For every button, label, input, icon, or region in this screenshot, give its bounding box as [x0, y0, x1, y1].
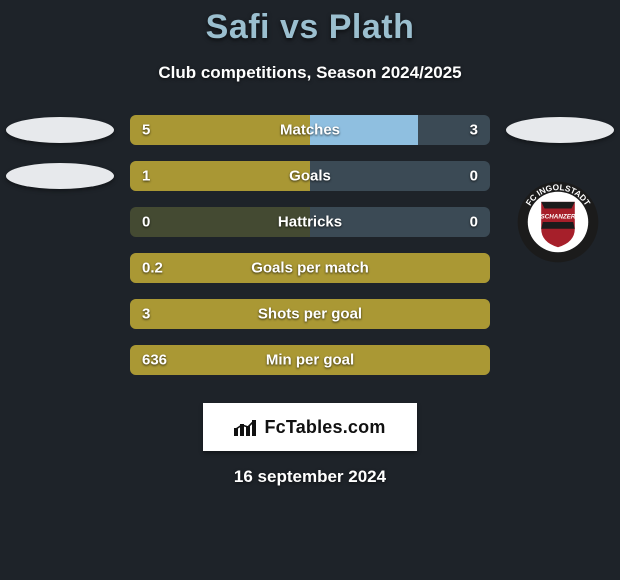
stat-value-right: 0: [470, 214, 478, 231]
stat-value-right: 0: [470, 168, 478, 185]
stat-row: FC INGOLSTADT04SCHANZER00Hattricks: [0, 199, 620, 245]
stat-row: 0.2 Goals per match: [0, 245, 620, 291]
left-team-oval: [6, 117, 114, 143]
stat-label: Goals per match: [251, 260, 369, 277]
stat-value-right: 3: [470, 122, 478, 139]
fctables-logo-text: FcTables.com: [264, 417, 385, 438]
stat-label: Min per goal: [266, 352, 354, 369]
stat-label: Matches: [280, 122, 340, 139]
stat-value-left: 5: [142, 122, 150, 139]
stat-value-left: 0: [142, 214, 150, 231]
stat-value-left: 636: [142, 352, 167, 369]
stat-label: Goals: [289, 168, 331, 185]
stat-bar: 5 3 Matches: [130, 115, 490, 145]
stat-value-left: 3: [142, 306, 150, 323]
stat-label: Hattricks: [278, 214, 342, 231]
left-team-oval: [6, 163, 114, 189]
comparison-card: Safi vs Plath Club competitions, Season …: [0, 0, 620, 487]
stat-value-left: 1: [142, 168, 150, 185]
stat-label: Shots per goal: [258, 306, 362, 323]
date-text: 16 september 2024: [0, 467, 620, 487]
stat-value-left: 0.2: [142, 260, 163, 277]
stats-rows: 53Matches10GoalsFC INGOLSTADT04SCHANZER0…: [0, 107, 620, 383]
stat-bar: 1 0 Goals: [130, 161, 490, 191]
stat-bar: 3 Shots per goal: [130, 299, 490, 329]
subtitle: Club competitions, Season 2024/2025: [0, 63, 620, 83]
stat-row: 5 3 Matches: [0, 107, 620, 153]
right-team-oval: [506, 117, 614, 143]
fctables-logo: FcTables.com: [203, 403, 417, 451]
page-title: Safi vs Plath: [0, 8, 620, 47]
stat-bar: 0.2 Goals per match: [130, 253, 490, 283]
stat-row: 636 Min per goal: [0, 337, 620, 383]
svg-text:SCHANZER: SCHANZER: [541, 214, 576, 221]
stat-bar: 636 Min per goal: [130, 345, 490, 375]
fctables-chart-icon: [234, 418, 258, 436]
stat-bar: 0 0 Hattricks: [130, 207, 490, 237]
stat-row: 3 Shots per goal: [0, 291, 620, 337]
